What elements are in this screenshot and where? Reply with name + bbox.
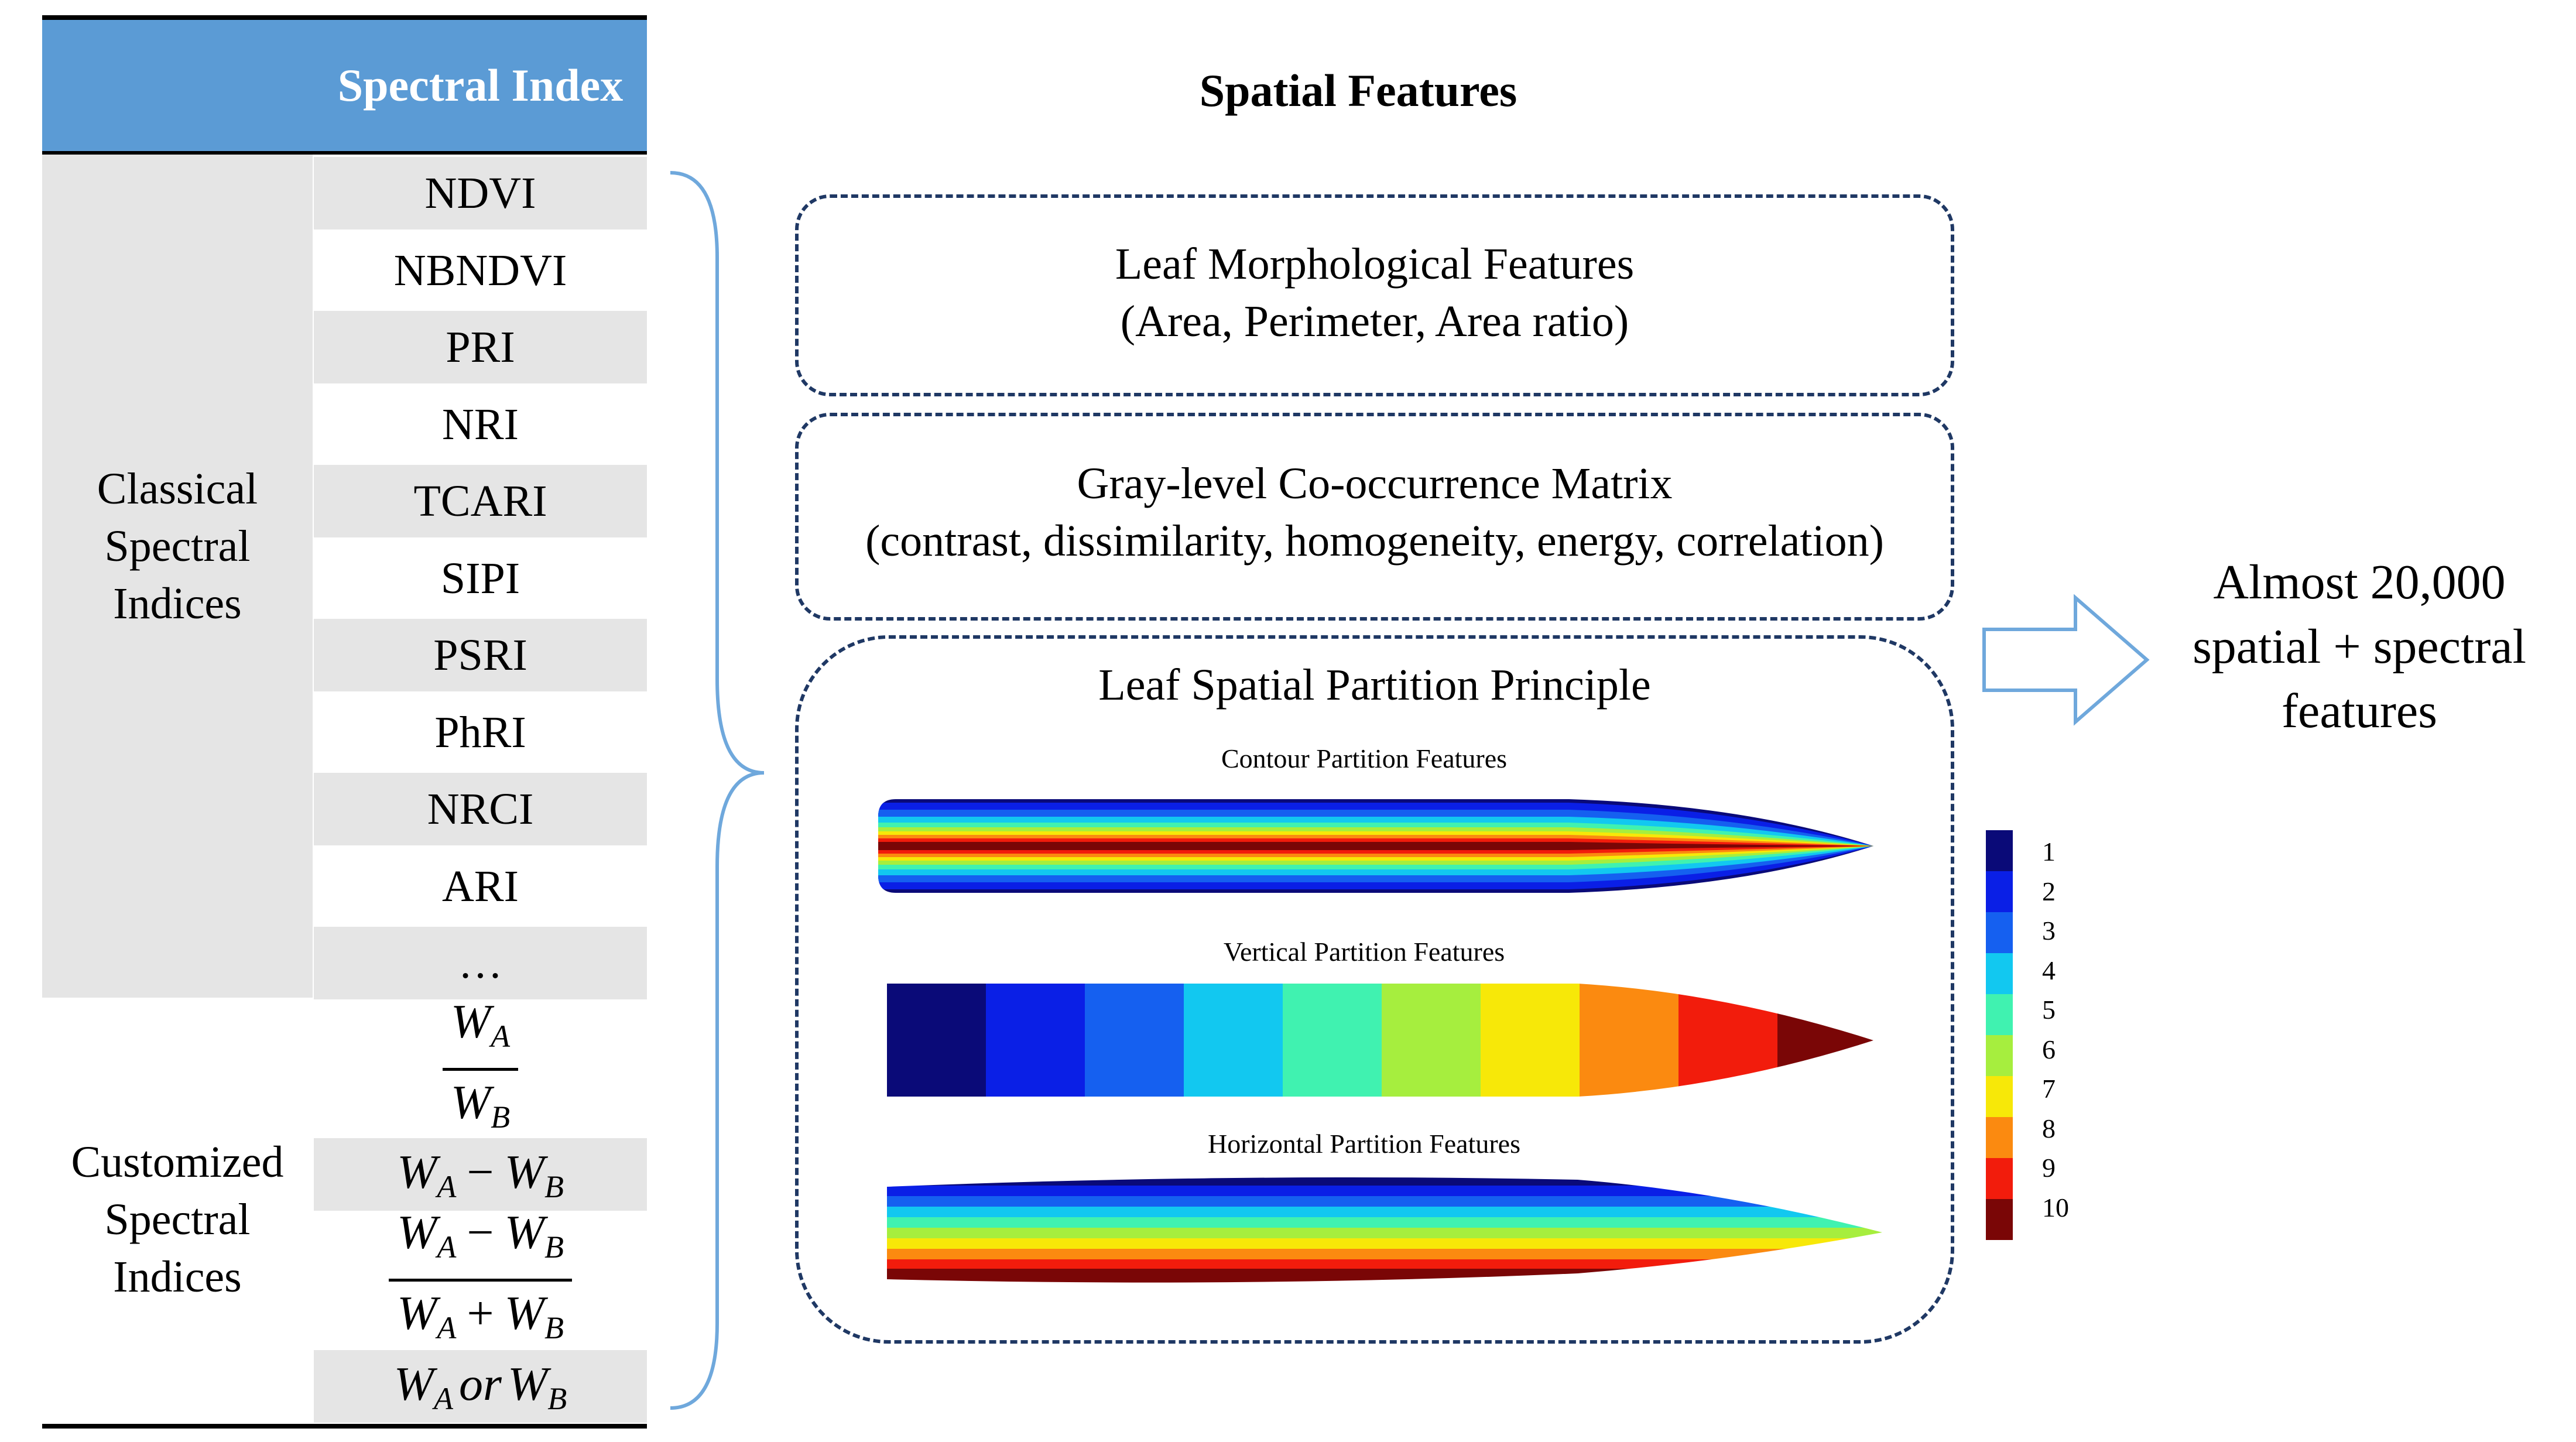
colorbar-label: 8 xyxy=(2042,1114,2056,1143)
classical-index-cell: ARI xyxy=(442,861,519,911)
classical-index-cell: … xyxy=(314,927,647,999)
table-header: Spectral Index xyxy=(337,60,624,111)
table-header-background xyxy=(42,20,647,151)
morphological-features-text: Leaf Morphological Features (Area, Perim… xyxy=(795,234,1954,351)
morphological-features-title: Leaf Morphological Features xyxy=(1115,239,1635,289)
colorbar-segment xyxy=(1986,1199,2013,1240)
formula-either: WA or WB xyxy=(314,1350,647,1423)
classical-index-cell: NDVI xyxy=(314,157,647,230)
result-line-1: Almost 20,000 xyxy=(2213,555,2506,609)
colorbar-label: 2 xyxy=(2042,876,2056,906)
colorbar-label: 1 xyxy=(2042,837,2056,866)
classical-index-cell: SIPI xyxy=(440,553,520,603)
partition-principle-box xyxy=(795,635,1954,1344)
result-line-2: spatial + spectral xyxy=(2193,619,2526,674)
table-header-rule xyxy=(42,151,647,155)
classical-index-cell: PRI xyxy=(314,311,647,383)
classical-group-label: Classical Spectral Indices xyxy=(97,464,258,628)
vertical-partition-label: Vertical Partition Features xyxy=(1223,936,1505,967)
colorbar-label: 10 xyxy=(2042,1193,2069,1222)
formula-ratio: WA WB xyxy=(314,995,647,1136)
result-text: Almost 20,000 spatial + spectral feature… xyxy=(2149,547,2570,746)
colorbar-label: 5 xyxy=(2042,995,2056,1025)
partition-principle-title: Leaf Spatial Partition Principle xyxy=(1098,660,1651,710)
formula-normalized-difference: WA − WB WA + WB xyxy=(314,1205,647,1347)
classical-index-cell: NBNDVI xyxy=(393,245,567,295)
colorbar-segment xyxy=(1986,1117,2013,1158)
colorbar-segment xyxy=(1986,912,2013,953)
glcm-features-title: Gray-level Co-occurrence Matrix xyxy=(1077,459,1673,508)
colorbar-segment xyxy=(1986,1076,2013,1117)
horizontal-partition-label: Horizontal Partition Features xyxy=(1208,1128,1520,1159)
customized-group-label: Customized Spectral Indices xyxy=(71,1138,284,1301)
colorbar-segment xyxy=(1986,994,2013,1035)
table-bottom-rule xyxy=(42,1424,647,1429)
glcm-features-detail: (contrast, dissimilarity, homogeneity, e… xyxy=(865,516,1884,566)
classical-index-cell: NRCI xyxy=(314,773,647,845)
classical-index-cell: PSRI xyxy=(314,619,647,691)
brace-connector xyxy=(670,171,765,1410)
colorbar-label: 6 xyxy=(2042,1035,2056,1064)
right-arrow-icon xyxy=(1982,594,2150,726)
colorbar-label: 9 xyxy=(2042,1153,2056,1183)
contour-partition-leaf xyxy=(878,799,1873,893)
morphological-features-box xyxy=(795,194,1954,396)
classical-index-cell: NRI xyxy=(442,399,519,449)
colorbar-segment xyxy=(1986,1158,2013,1199)
horizontal-partition-leaf xyxy=(887,1177,1882,1283)
glcm-features-text: Gray-level Co-occurrence Matrix (contras… xyxy=(795,454,1954,571)
colorbar-label: 3 xyxy=(2042,916,2056,946)
colorbar-segment xyxy=(1986,1035,2013,1076)
partition-colorbar xyxy=(1986,830,2013,1240)
classical-index-cell: TCARI xyxy=(314,465,647,537)
glcm-features-box xyxy=(795,413,1954,621)
table-top-rule xyxy=(42,15,647,20)
formula-difference: WA − WB xyxy=(314,1138,647,1211)
colorbar-segment xyxy=(1986,953,2013,994)
vertical-partition-leaf xyxy=(887,984,1873,1097)
classical-index-cell: PhRI xyxy=(434,707,526,757)
classical-group-background xyxy=(42,155,313,998)
colorbar-segment xyxy=(1986,830,2013,871)
colorbar-label: 4 xyxy=(2042,955,2056,985)
colorbar-segment xyxy=(1986,871,2013,912)
colorbar-label: 7 xyxy=(2042,1074,2056,1104)
spatial-features-title: Spatial Features xyxy=(1199,65,1517,116)
contour-partition-label: Contour Partition Features xyxy=(1221,743,1508,773)
result-line-3: features xyxy=(2282,684,2437,738)
morphological-features-detail: (Area, Perimeter, Area ratio) xyxy=(1120,297,1629,346)
